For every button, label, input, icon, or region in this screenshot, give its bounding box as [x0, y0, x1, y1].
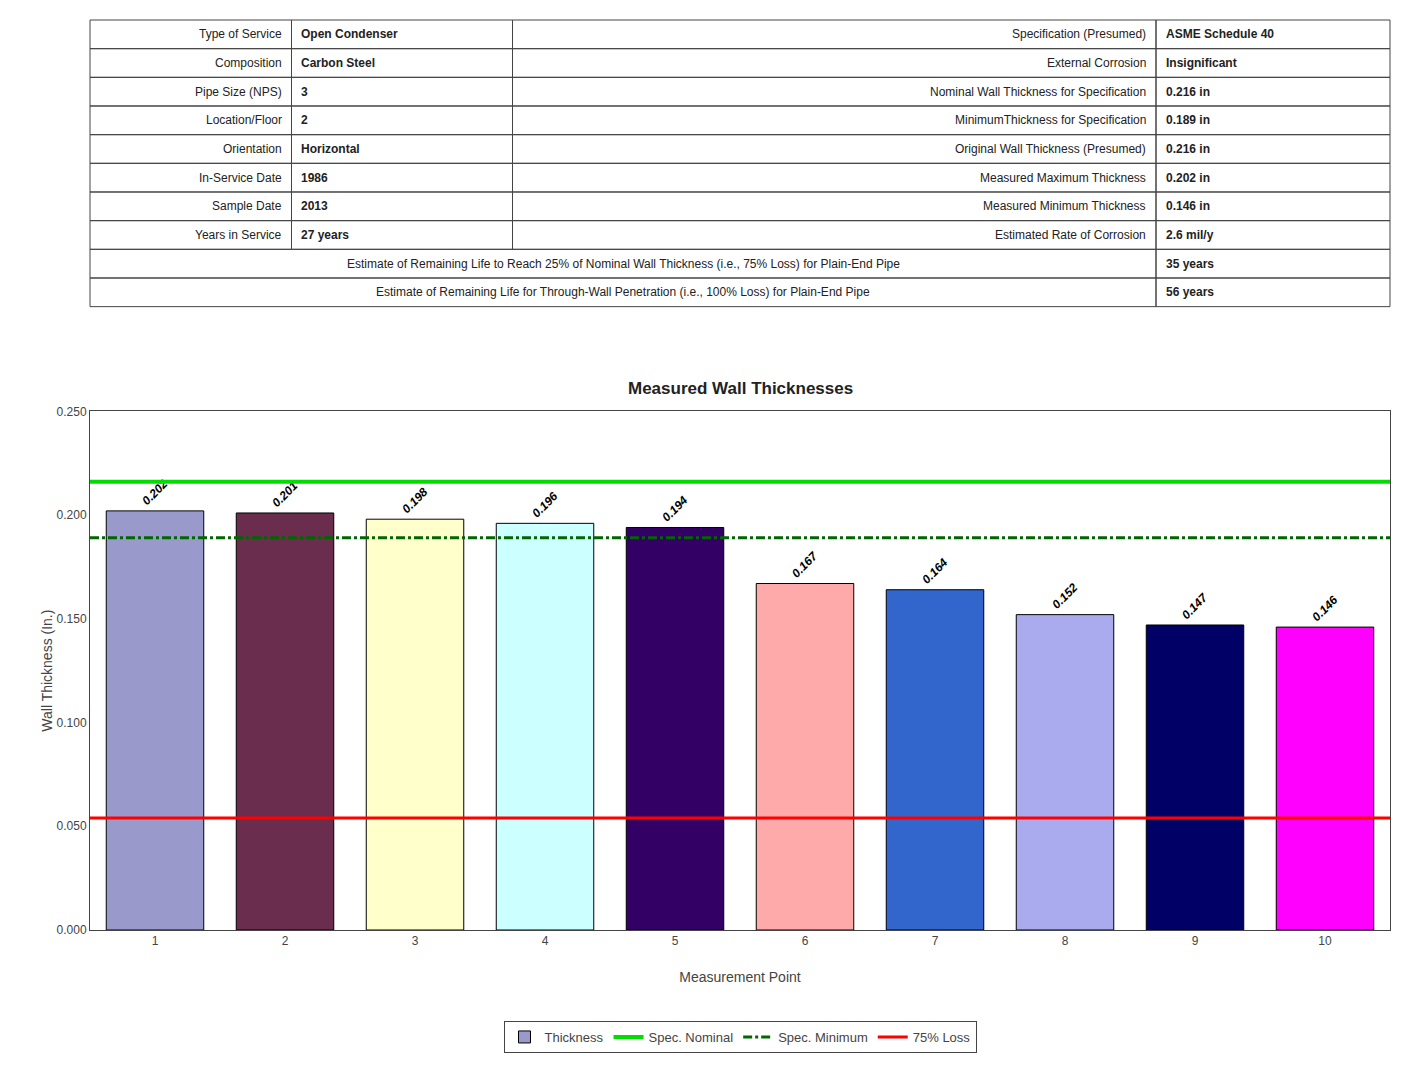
- svg-text:Sample Date: Sample Date: [212, 199, 282, 213]
- svg-text:0.147: 0.147: [1179, 590, 1211, 622]
- svg-text:0.216 in: 0.216 in: [1166, 142, 1210, 156]
- svg-text:3: 3: [301, 85, 308, 99]
- svg-text:4: 4: [542, 934, 549, 948]
- svg-text:ASME Schedule 40: ASME Schedule 40: [1166, 27, 1274, 41]
- svg-text:Pipe Size (NPS): Pipe Size (NPS): [195, 85, 282, 99]
- svg-text:2: 2: [282, 934, 289, 948]
- svg-text:0.201: 0.201: [269, 479, 300, 510]
- svg-text:Years in Service: Years in Service: [195, 228, 282, 242]
- svg-text:2013: 2013: [301, 199, 328, 213]
- svg-text:0.196: 0.196: [529, 489, 560, 520]
- svg-text:Estimate of Remaining Life for: Estimate of Remaining Life for Through-W…: [376, 285, 870, 299]
- svg-text:Measured Maximum Thickness: Measured Maximum Thickness: [980, 171, 1146, 185]
- svg-text:0.202: 0.202: [139, 477, 170, 508]
- svg-text:Wall Thickness (In.): Wall Thickness (In.): [39, 610, 55, 732]
- svg-text:Nominal Wall Thickness for Spe: Nominal Wall Thickness for Specification: [930, 85, 1146, 99]
- svg-text:6: 6: [802, 934, 809, 948]
- svg-text:Type of Service: Type of Service: [199, 27, 282, 41]
- svg-text:56 years: 56 years: [1166, 285, 1214, 299]
- svg-text:2: 2: [301, 113, 308, 127]
- svg-text:75% Loss: 75% Loss: [913, 1030, 971, 1045]
- svg-text:Estimate of Remaining Life to: Estimate of Remaining Life to Reach 25% …: [347, 257, 900, 271]
- svg-text:Original Wall Thickness (Presu: Original Wall Thickness (Presumed): [955, 142, 1146, 156]
- svg-text:0.189 in: 0.189 in: [1166, 113, 1210, 127]
- svg-text:0.198: 0.198: [399, 485, 430, 516]
- svg-text:0.250: 0.250: [57, 405, 87, 419]
- svg-text:Spec. Minimum: Spec. Minimum: [778, 1030, 868, 1045]
- svg-text:35 years: 35 years: [1166, 257, 1214, 271]
- svg-text:5: 5: [672, 934, 679, 948]
- svg-text:Measured Wall Thicknesses: Measured Wall Thicknesses: [628, 379, 853, 398]
- svg-text:Composition: Composition: [215, 56, 282, 70]
- svg-text:0.150: 0.150: [57, 612, 87, 626]
- svg-text:0.152: 0.152: [1049, 580, 1080, 611]
- svg-text:Specification (Presumed): Specification (Presumed): [1012, 27, 1146, 41]
- svg-text:Horizontal: Horizontal: [301, 142, 360, 156]
- svg-text:0.167: 0.167: [789, 548, 821, 580]
- svg-text:MinimumThickness for Specifica: MinimumThickness for Specification: [955, 113, 1146, 127]
- svg-text:Measurement Point: Measurement Point: [679, 969, 801, 985]
- svg-text:External Corrosion: External Corrosion: [1047, 56, 1146, 70]
- svg-text:0.216 in: 0.216 in: [1166, 85, 1210, 99]
- svg-text:Open Condenser: Open Condenser: [301, 27, 398, 41]
- svg-text:10: 10: [1318, 934, 1332, 948]
- svg-text:1: 1: [152, 934, 159, 948]
- svg-text:2.6 mil/y: 2.6 mil/y: [1166, 228, 1214, 242]
- svg-text:Carbon Steel: Carbon Steel: [301, 56, 375, 70]
- svg-text:Orientation: Orientation: [223, 142, 282, 156]
- svg-text:0.164: 0.164: [919, 555, 950, 586]
- svg-text:0.100: 0.100: [57, 716, 87, 730]
- svg-text:1986: 1986: [301, 171, 328, 185]
- svg-text:0.202 in: 0.202 in: [1166, 171, 1210, 185]
- svg-text:0.194: 0.194: [659, 493, 690, 524]
- svg-text:27 years: 27 years: [301, 228, 349, 242]
- svg-text:Measured Minimum Thickness: Measured Minimum Thickness: [983, 199, 1146, 213]
- svg-text:0.000: 0.000: [57, 923, 87, 937]
- svg-text:0.146: 0.146: [1309, 593, 1340, 624]
- svg-text:8: 8: [1062, 934, 1069, 948]
- svg-text:9: 9: [1192, 934, 1199, 948]
- svg-text:Insignificant: Insignificant: [1166, 56, 1237, 70]
- svg-text:0.200: 0.200: [57, 508, 87, 522]
- svg-text:3: 3: [412, 934, 419, 948]
- svg-text:7: 7: [932, 934, 939, 948]
- svg-text:Thickness: Thickness: [545, 1030, 604, 1045]
- svg-text:Location/Floor: Location/Floor: [206, 113, 282, 127]
- svg-text:Spec. Nominal: Spec. Nominal: [649, 1030, 734, 1045]
- svg-text:0.146 in: 0.146 in: [1166, 199, 1210, 213]
- svg-text:0.050: 0.050: [57, 819, 87, 833]
- svg-text:In-Service Date: In-Service Date: [199, 171, 282, 185]
- svg-text:Estimated Rate of Corrosion: Estimated Rate of Corrosion: [995, 228, 1146, 242]
